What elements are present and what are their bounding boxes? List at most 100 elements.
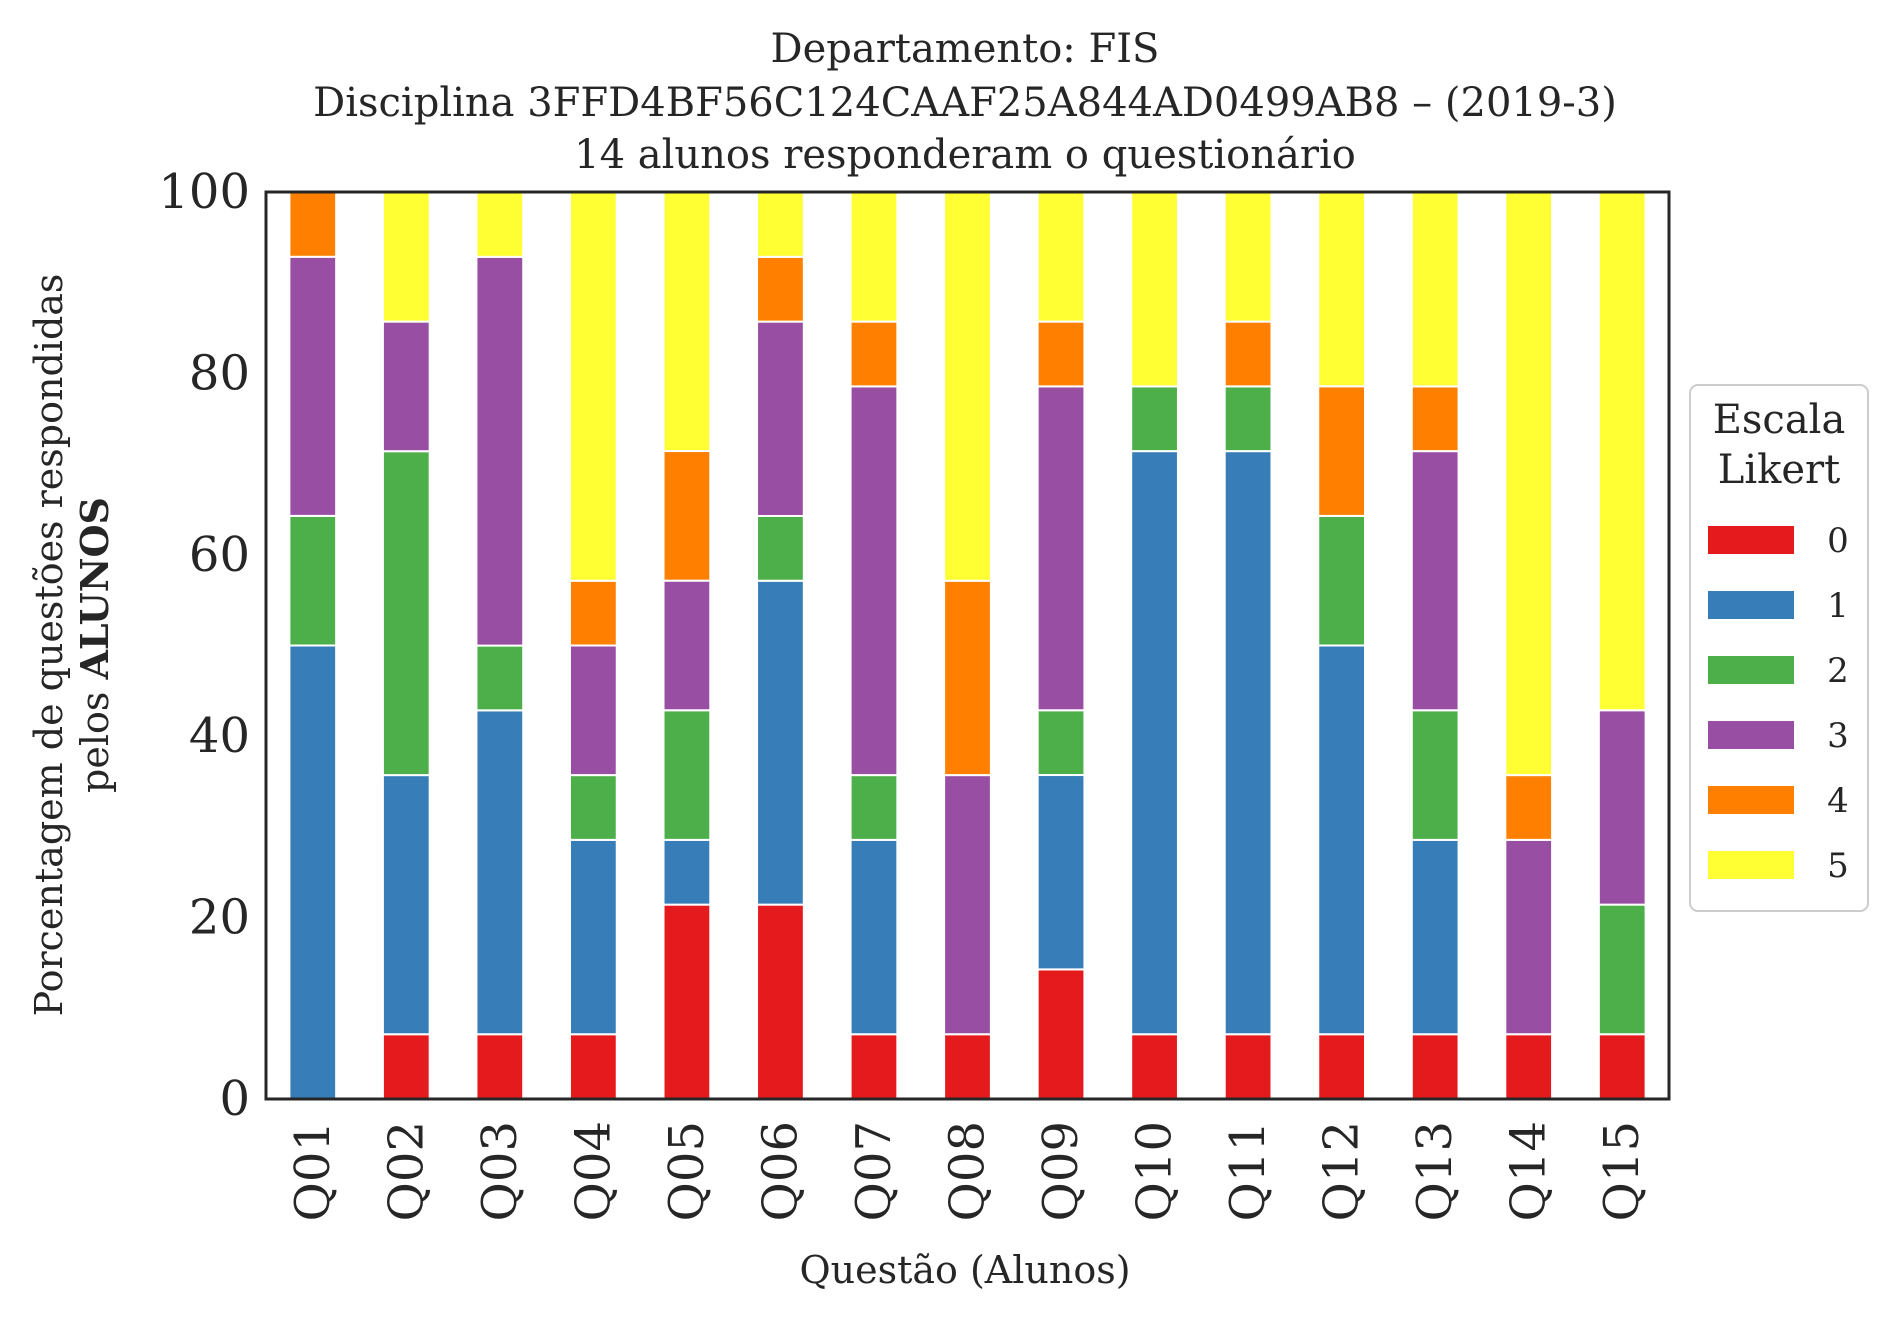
title-line-2: Disciplina 3FFD4BF56C124CAAF25A844AD0499…: [313, 80, 1617, 126]
y-axis-label-line2-normal: pelos: [73, 680, 117, 793]
bar-q07-likert-2: [851, 775, 898, 840]
bar-q12-likert-1: [1318, 646, 1365, 1035]
bar-q05-likert-3: [664, 581, 711, 711]
bar-q12-likert-4: [1318, 386, 1365, 516]
bar-q14-likert-5: [1505, 192, 1552, 775]
bar-q06-likert-5: [757, 192, 804, 257]
x-tick-label-q15: Q15: [1594, 1121, 1650, 1221]
x-tick-label-q11: Q11: [1220, 1121, 1276, 1221]
bar-q07-likert-5: [851, 192, 898, 322]
y-tick-label-80: 80: [189, 345, 250, 401]
bar-q01-likert-3: [289, 257, 336, 516]
x-tick-label-q01: Q01: [285, 1121, 341, 1221]
bar-q03-likert-1: [476, 710, 523, 1034]
bar-q05-likert-4: [664, 451, 711, 581]
bar-q04-likert-2: [570, 775, 617, 840]
bar-q12-likert-2: [1318, 516, 1365, 646]
bar-q03-likert-5: [476, 192, 523, 257]
bar-q04-likert-3: [570, 646, 617, 776]
bar-q09-likert-1: [1038, 775, 1085, 969]
x-tick-label-q12: Q12: [1314, 1121, 1370, 1221]
bar-q07-likert-3: [851, 386, 898, 775]
bar-q13-likert-4: [1412, 386, 1459, 451]
bar-q04-likert-5: [570, 192, 617, 581]
bar-q15-likert-3: [1599, 710, 1646, 904]
bar-q10-likert-5: [1131, 192, 1178, 386]
title-line-1: Departamento: FIS: [771, 26, 1160, 72]
bar-q09-likert-2: [1038, 710, 1085, 775]
bar-q05-likert-1: [664, 840, 711, 905]
bar-q01-likert-2: [289, 516, 336, 646]
y-tick-label-60: 60: [189, 527, 250, 583]
bar-q13-likert-2: [1412, 710, 1459, 840]
bar-q03-likert-3: [476, 257, 523, 646]
bar-q11-likert-5: [1225, 192, 1272, 322]
x-tick-label-q03: Q03: [472, 1121, 528, 1221]
legend-label-0: 0: [1827, 521, 1849, 561]
bar-q07-likert-4: [851, 322, 898, 387]
bar-q08-likert-0: [944, 1034, 991, 1099]
bar-q13-likert-5: [1412, 192, 1459, 386]
legend: Escala Likert 0 1 2 3 4 5: [1690, 385, 1868, 911]
bar-q01-likert-4: [289, 192, 336, 257]
bars-group: [289, 192, 1645, 1099]
bar-q13-likert-1: [1412, 840, 1459, 1034]
bar-q06-likert-2: [757, 516, 804, 581]
bar-q13-likert-3: [1412, 451, 1459, 710]
bar-q09-likert-4: [1038, 322, 1085, 387]
bar-q14-likert-4: [1505, 775, 1552, 840]
legend-title-line1: Escala: [1713, 397, 1846, 443]
x-tick-label-q06: Q06: [752, 1121, 808, 1221]
bar-q06-likert-1: [757, 581, 804, 905]
bar-q10-likert-1: [1131, 451, 1178, 1034]
x-tick-label-q07: Q07: [846, 1121, 902, 1221]
bar-q07-likert-0: [851, 1034, 898, 1099]
bar-q15-likert-5: [1599, 192, 1646, 710]
bar-q07-likert-1: [851, 840, 898, 1034]
bar-q04-likert-1: [570, 840, 617, 1034]
x-tick-label-q04: Q04: [565, 1121, 621, 1221]
bar-q02-likert-1: [383, 775, 430, 1034]
bar-q15-likert-2: [1599, 905, 1646, 1035]
legend-label-5: 5: [1827, 846, 1849, 886]
bar-q04-likert-4: [570, 581, 617, 646]
x-tick-label-q09: Q09: [1033, 1121, 1089, 1221]
x-tick-label-q08: Q08: [940, 1121, 996, 1221]
bar-q11-likert-4: [1225, 322, 1272, 387]
legend-swatch-2: [1708, 656, 1794, 684]
x-tick-label-q10: Q10: [1127, 1121, 1183, 1221]
bar-q08-likert-3: [944, 775, 991, 1034]
legend-swatch-0: [1708, 526, 1794, 554]
bar-q09-likert-5: [1038, 192, 1085, 322]
bar-q04-likert-0: [570, 1034, 617, 1099]
legend-title-line2: Likert: [1718, 447, 1840, 493]
y-tick-label-0: 0: [219, 1071, 250, 1127]
bar-q08-likert-5: [944, 192, 991, 581]
title-line-3: 14 alunos responderam o questionário: [574, 132, 1356, 178]
y-tick-label-100: 100: [158, 164, 250, 220]
bar-q03-likert-2: [476, 646, 523, 711]
bar-q14-likert-3: [1505, 840, 1552, 1034]
x-tick-label-q13: Q13: [1407, 1121, 1463, 1221]
bar-q14-likert-0: [1505, 1034, 1552, 1099]
y-axis-label-line2-bold: ALUNOS: [72, 497, 117, 681]
legend-swatch-3: [1708, 721, 1794, 749]
legend-swatch-5: [1708, 851, 1794, 879]
bar-q05-likert-2: [664, 710, 711, 840]
y-tick-label-40: 40: [189, 708, 250, 764]
bar-q12-likert-5: [1318, 192, 1365, 386]
y-axis-label-line2: pelos ALUNOS: [72, 497, 117, 793]
bar-q11-likert-2: [1225, 386, 1272, 451]
x-tick-label-q02: Q02: [378, 1121, 434, 1221]
x-axis-label: Questão (Alunos): [799, 1248, 1130, 1292]
bar-q10-likert-2: [1131, 386, 1178, 451]
x-tick-label-q05: Q05: [659, 1121, 715, 1221]
legend-label-2: 2: [1827, 651, 1849, 691]
bar-q08-likert-4: [944, 581, 991, 775]
bar-q02-likert-0: [383, 1034, 430, 1099]
bar-q05-likert-0: [664, 905, 711, 1099]
bar-q02-likert-5: [383, 192, 430, 322]
bar-q06-likert-4: [757, 257, 804, 322]
bar-q02-likert-3: [383, 322, 430, 452]
